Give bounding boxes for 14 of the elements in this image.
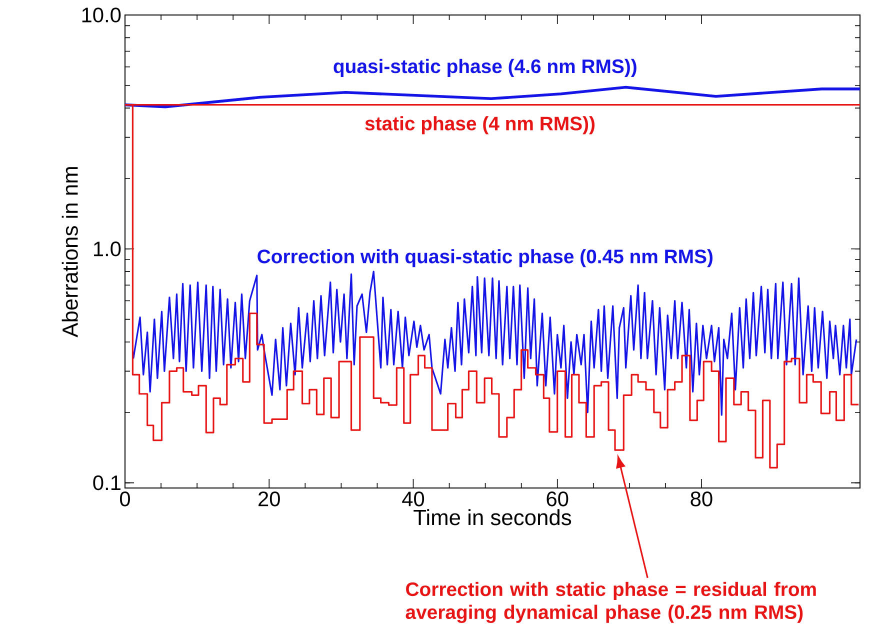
x-tick-label: 0 (120, 492, 130, 506)
text: Correction with static phase = residual from averaging dynamical phase (0.25 nm RMS) (406, 582, 816, 623)
series-label: Correction with quasi-static phase (0.45 nm RMS) (258, 249, 712, 268)
x-axis-title: Time in seconds (414, 509, 572, 526)
series-label: quasi-static phase (4.6 nm RMS)) (334, 58, 636, 78)
y-tick-label: 10.0 (82, 8, 121, 22)
x-tick-label: 80 (690, 492, 712, 506)
y-tick-label: 1.0 (94, 241, 121, 256)
x-tick-label: 60 (546, 492, 568, 506)
series-label: static phase (4 nm RMS)) (365, 116, 595, 134)
x-tick-label: 40 (402, 492, 424, 506)
y-axis-title: Aberrations in nm (62, 167, 78, 338)
y-tick-label: 0.1 (93, 475, 120, 490)
x-tick-label: 20 (258, 492, 280, 506)
